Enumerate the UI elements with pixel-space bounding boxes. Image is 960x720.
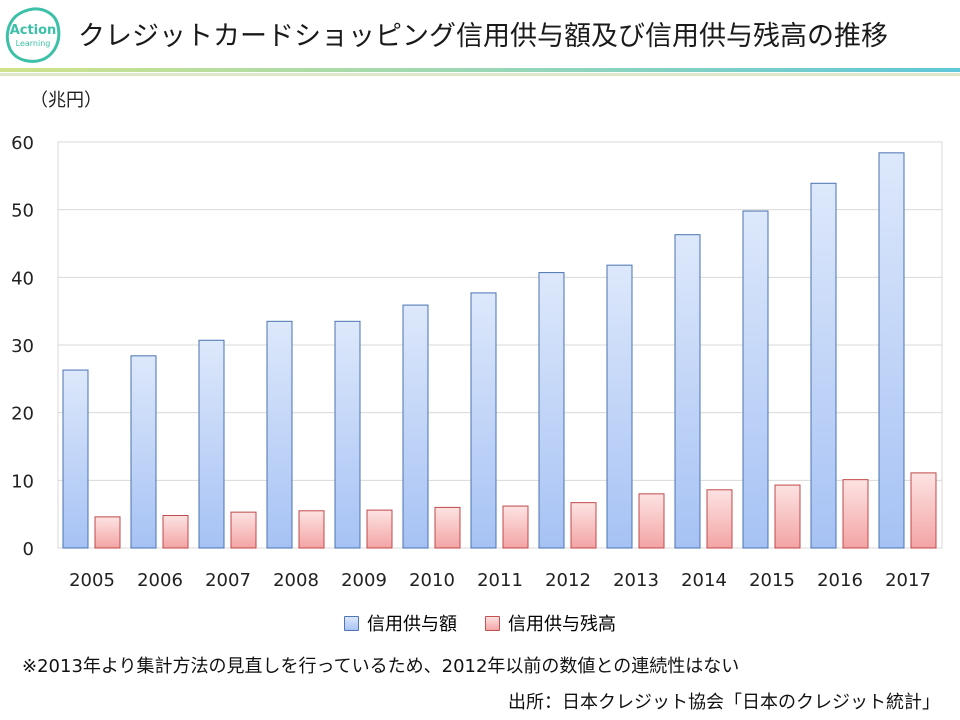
x-tick-label: 2007 <box>205 570 251 591</box>
bar-credit-balance <box>434 506 461 549</box>
bar-credit-balance <box>298 510 325 549</box>
bar-credit-balance <box>94 516 121 549</box>
x-tick-label: 2012 <box>545 570 591 591</box>
source-citation: 出所：日本クレジット協会「日本のクレジット統計」 <box>508 692 940 713</box>
legend-label-credit-balance: 信用供与残高 <box>508 614 616 635</box>
legend-item-credit-amount: 信用供与額 <box>344 610 457 636</box>
logo-text-top: Action <box>10 23 57 38</box>
bar-credit-amount <box>538 272 565 549</box>
bar-credit-balance <box>910 472 937 549</box>
x-tick-label: 2005 <box>69 570 115 591</box>
title-underline <box>0 68 960 76</box>
logo-text-bottom: Learning <box>16 39 51 48</box>
bar-credit-balance <box>706 489 733 549</box>
bar-credit-amount <box>878 152 905 549</box>
y-tick-label: 40 <box>11 268 34 289</box>
x-tick-label: 2015 <box>749 570 795 591</box>
legend-swatch-blue <box>344 615 359 631</box>
bar-credit-balance <box>502 505 529 549</box>
bar-credit-balance <box>570 502 597 549</box>
bar-credit-amount <box>62 369 89 549</box>
bar-credit-amount <box>402 304 429 549</box>
bar-credit-amount <box>266 320 293 549</box>
y-tick-label: 30 <box>11 336 34 357</box>
y-tick-label: 0 <box>23 539 34 560</box>
bar-credit-amount <box>606 264 633 549</box>
x-tick-label: 2014 <box>681 570 727 591</box>
x-tick-label: 2008 <box>273 570 319 591</box>
bar-credit-amount <box>130 355 157 549</box>
bar-credit-amount <box>810 182 837 549</box>
x-tick-label: 2009 <box>341 570 387 591</box>
bar-credit-balance <box>230 511 257 549</box>
y-tick-label: 60 <box>11 133 34 154</box>
bar-credit-balance <box>774 484 801 549</box>
x-tick-label: 2006 <box>137 570 183 591</box>
bar-credit-balance <box>842 479 869 549</box>
y-tick-label: 20 <box>11 404 34 425</box>
legend-swatch-red <box>485 615 500 631</box>
action-learning-logo: Action Learning <box>5 7 61 63</box>
x-tick-label: 2017 <box>885 570 931 591</box>
bar-credit-balance <box>366 509 393 549</box>
footnote: ※2013年より集計方法の見直しを行っているため、2012年以前の数値との連続性… <box>22 656 740 677</box>
x-tick-label: 2016 <box>817 570 863 591</box>
bar-credit-amount <box>674 234 701 549</box>
axis-layer: 0 10 20 30 40 50 60 2005 2006 2007 2008 2009 2010 201… <box>11 133 931 591</box>
bar-credit-amount <box>198 339 225 549</box>
y-tick-label: 10 <box>11 471 34 492</box>
grid-layer <box>57 141 943 549</box>
bar-credit-amount <box>742 210 769 549</box>
legend-item-credit-balance: 信用供与残高 <box>485 610 616 636</box>
x-tick-label: 2010 <box>409 570 455 591</box>
x-tick-label: 2013 <box>613 570 659 591</box>
unit-label: （兆円） <box>30 90 102 111</box>
bar-credit-balance <box>162 515 189 549</box>
page-title: クレジットカードショッピング信用供与額及び信用供与残高の推移 <box>78 21 888 52</box>
bar-credit-amount <box>334 320 361 549</box>
legend-label-credit-amount: 信用供与額 <box>367 614 457 635</box>
bar-chart: 0 10 20 30 40 50 60 2005 2006 2007 2008 2009 2010 201… <box>11 133 943 591</box>
bar-layer <box>62 152 937 549</box>
y-tick-label: 50 <box>11 201 34 222</box>
legend: 信用供与額 信用供与残高 <box>0 610 960 636</box>
x-tick-label: 2011 <box>477 570 523 591</box>
bar-credit-balance <box>638 493 665 549</box>
bar-credit-amount <box>470 292 497 549</box>
